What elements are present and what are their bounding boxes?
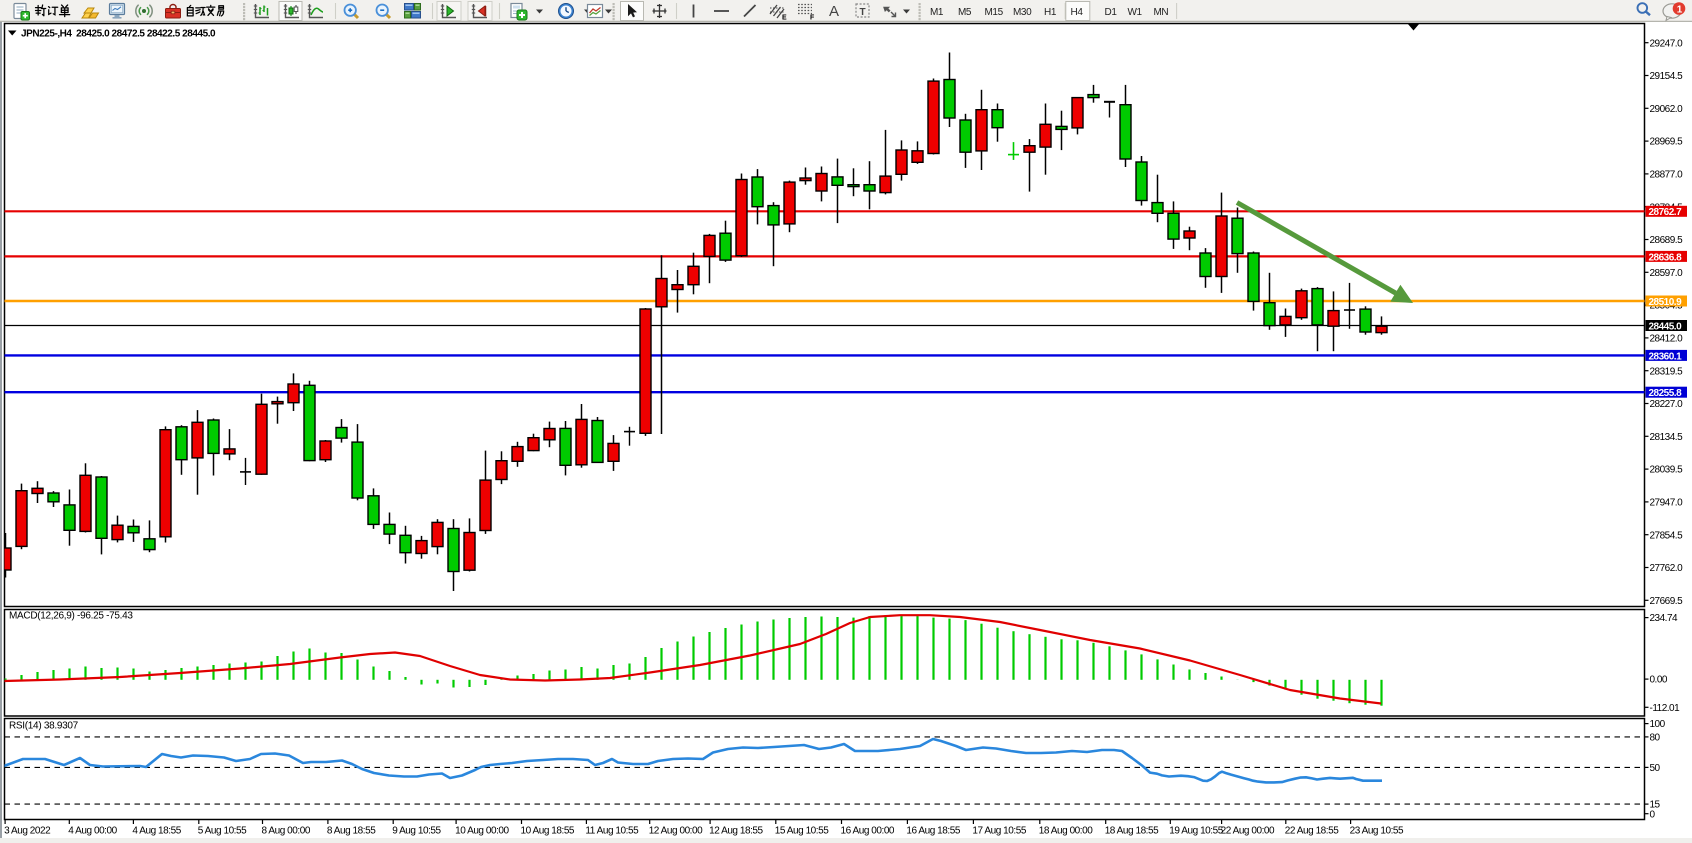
svg-text:28636.8: 28636.8 bbox=[1649, 252, 1683, 263]
svg-text:28969.5: 28969.5 bbox=[1650, 137, 1684, 148]
svg-text:12 Aug 00:00: 12 Aug 00:00 bbox=[649, 825, 703, 836]
svg-text:JPN225-,H4 28425.0 28472.5 28: JPN225-,H4 28425.0 28472.5 28422.5 28445… bbox=[21, 28, 216, 39]
svg-text:29062.0: 29062.0 bbox=[1650, 104, 1684, 115]
svg-text:0: 0 bbox=[1650, 809, 1656, 820]
svg-text:100: 100 bbox=[1650, 719, 1666, 730]
svg-text:15: 15 bbox=[1650, 800, 1661, 811]
svg-text:0.00: 0.00 bbox=[1650, 675, 1668, 686]
svg-text:-112.01: -112.01 bbox=[1650, 703, 1681, 714]
svg-text:22 Aug 00:00: 22 Aug 00:00 bbox=[1221, 825, 1275, 836]
svg-text:T: T bbox=[860, 7, 866, 18]
svg-text:28255.8: 28255.8 bbox=[1649, 388, 1683, 399]
svg-text:28227.0: 28227.0 bbox=[1650, 399, 1684, 410]
svg-text:234.74: 234.74 bbox=[1650, 613, 1679, 624]
svg-text:3 Aug 2022: 3 Aug 2022 bbox=[4, 825, 51, 836]
svg-text:W1: W1 bbox=[1128, 7, 1143, 18]
svg-text:27947.0: 27947.0 bbox=[1650, 498, 1684, 509]
svg-text:28445.0: 28445.0 bbox=[1649, 321, 1683, 332]
svg-text:F: F bbox=[810, 15, 815, 22]
svg-text:8 Aug 00:00: 8 Aug 00:00 bbox=[262, 825, 311, 836]
svg-text:28510.9: 28510.9 bbox=[1649, 297, 1683, 308]
svg-text:27854.5: 27854.5 bbox=[1650, 530, 1684, 541]
svg-text:28039.5: 28039.5 bbox=[1650, 465, 1684, 476]
svg-text:80: 80 bbox=[1650, 733, 1661, 744]
svg-text:4 Aug 18:55: 4 Aug 18:55 bbox=[132, 825, 181, 836]
svg-text:A: A bbox=[829, 3, 839, 20]
svg-text:28762.7: 28762.7 bbox=[1649, 207, 1683, 218]
svg-text:M1: M1 bbox=[930, 7, 944, 18]
svg-text:16 Aug 18:55: 16 Aug 18:55 bbox=[906, 825, 960, 836]
svg-text:27762.0: 27762.0 bbox=[1650, 563, 1684, 574]
svg-text:8 Aug 18:55: 8 Aug 18:55 bbox=[327, 825, 376, 836]
svg-text:M15: M15 bbox=[985, 7, 1004, 18]
svg-text:28412.0: 28412.0 bbox=[1650, 334, 1684, 345]
svg-text:H1: H1 bbox=[1044, 7, 1057, 18]
svg-text:28597.0: 28597.0 bbox=[1650, 268, 1684, 279]
svg-text:H4: H4 bbox=[1071, 7, 1084, 18]
svg-text:M5: M5 bbox=[958, 7, 972, 18]
svg-text:29247.0: 29247.0 bbox=[1650, 38, 1684, 49]
svg-text:MACD(12,26,9) -96.25 -75.43: MACD(12,26,9) -96.25 -75.43 bbox=[9, 611, 133, 622]
svg-text:18 Aug 00:00: 18 Aug 00:00 bbox=[1039, 825, 1093, 836]
svg-text:28689.5: 28689.5 bbox=[1650, 235, 1684, 246]
svg-text:50: 50 bbox=[1650, 763, 1661, 774]
svg-text:9 Aug 10:55: 9 Aug 10:55 bbox=[392, 825, 441, 836]
svg-text:28134.5: 28134.5 bbox=[1650, 432, 1684, 443]
svg-text:28319.5: 28319.5 bbox=[1650, 366, 1684, 377]
svg-text:29154.5: 29154.5 bbox=[1650, 71, 1684, 82]
svg-text:11 Aug 10:55: 11 Aug 10:55 bbox=[585, 825, 639, 836]
svg-text:16 Aug 00:00: 16 Aug 00:00 bbox=[841, 825, 895, 836]
svg-text:27669.5: 27669.5 bbox=[1650, 596, 1684, 607]
svg-text:28877.0: 28877.0 bbox=[1650, 170, 1684, 181]
svg-text:E: E bbox=[782, 15, 787, 22]
svg-text:22 Aug 18:55: 22 Aug 18:55 bbox=[1285, 825, 1339, 836]
svg-text:M30: M30 bbox=[1013, 7, 1032, 18]
svg-text:15 Aug 10:55: 15 Aug 10:55 bbox=[775, 825, 829, 836]
svg-text:4 Aug 00:00: 4 Aug 00:00 bbox=[68, 825, 117, 836]
svg-text:19 Aug 10:55: 19 Aug 10:55 bbox=[1169, 825, 1223, 836]
svg-text:23 Aug 10:55: 23 Aug 10:55 bbox=[1350, 825, 1404, 836]
svg-text:5 Aug 10:55: 5 Aug 10:55 bbox=[198, 825, 247, 836]
svg-text:10 Aug 00:00: 10 Aug 00:00 bbox=[455, 825, 509, 836]
svg-text:1: 1 bbox=[1677, 4, 1683, 15]
svg-text:RSI(14) 38.9307: RSI(14) 38.9307 bbox=[9, 721, 79, 732]
svg-text:10 Aug 18:55: 10 Aug 18:55 bbox=[521, 825, 575, 836]
svg-text:18 Aug 18:55: 18 Aug 18:55 bbox=[1105, 825, 1159, 836]
svg-text:MN: MN bbox=[1154, 7, 1169, 18]
svg-text:28360.1: 28360.1 bbox=[1649, 351, 1683, 362]
svg-text:D1: D1 bbox=[1105, 7, 1118, 18]
svg-text:17 Aug 10:55: 17 Aug 10:55 bbox=[972, 825, 1026, 836]
svg-text:12 Aug 18:55: 12 Aug 18:55 bbox=[709, 825, 763, 836]
